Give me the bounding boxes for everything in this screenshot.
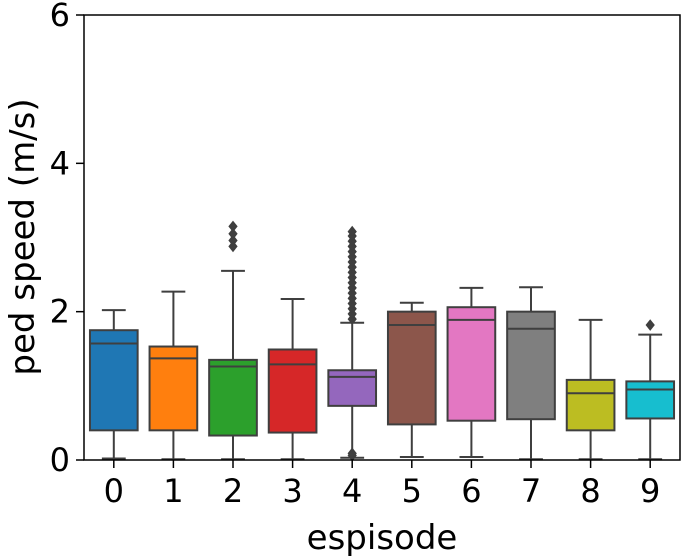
x-tick-label: 3 [282,472,302,510]
box-group-3 [267,298,318,461]
x-tick-label: 8 [580,472,600,510]
box-group-0 [88,309,139,460]
x-tick-label: 2 [223,472,243,510]
box-0 [88,329,139,432]
box-group-6 [446,286,497,459]
box-group-5 [386,301,437,459]
outlier-point [228,240,238,253]
y-tick-label: 6 [50,0,70,34]
outlier-point [228,234,238,247]
box-group-2 [208,220,258,461]
box-group-8 [565,318,616,461]
x-tick-label: 0 [104,472,124,510]
x-tick-label: 1 [163,472,183,510]
plot-area [88,220,676,462]
box-6 [446,306,497,422]
x-tick-label: 9 [640,472,660,510]
x-tick-label: 4 [342,472,362,510]
y-tick-label: 0 [50,441,70,479]
y-tick-label: 4 [50,144,70,182]
y-tick-label: 2 [50,293,70,331]
outlier-point [347,447,357,460]
outlier-point [347,225,357,238]
box-4 [327,369,378,407]
plot-frame [83,14,681,461]
x-tick-label: 5 [402,472,422,510]
outlier-point [645,319,655,331]
outlier-point [228,220,238,233]
box-3 [267,348,318,434]
box-group-4 [327,225,378,462]
box-2 [208,358,258,437]
y-axis-label: ped speed (m/s) [3,98,43,375]
box-8 [565,378,616,432]
box-5 [386,310,437,426]
box-group-7 [506,286,556,461]
box-9 [625,380,676,420]
x-axis-label: espisode [307,518,458,558]
x-tick-label: 6 [461,472,481,510]
box-group-1 [148,290,199,461]
box-group-9 [625,319,676,461]
axes: 0 2 4 6 0 1 2 3 4 5 6 7 8 9 [50,0,681,510]
x-tick-label: 7 [521,472,541,510]
box-1 [148,345,199,432]
outlier-point [228,227,238,240]
